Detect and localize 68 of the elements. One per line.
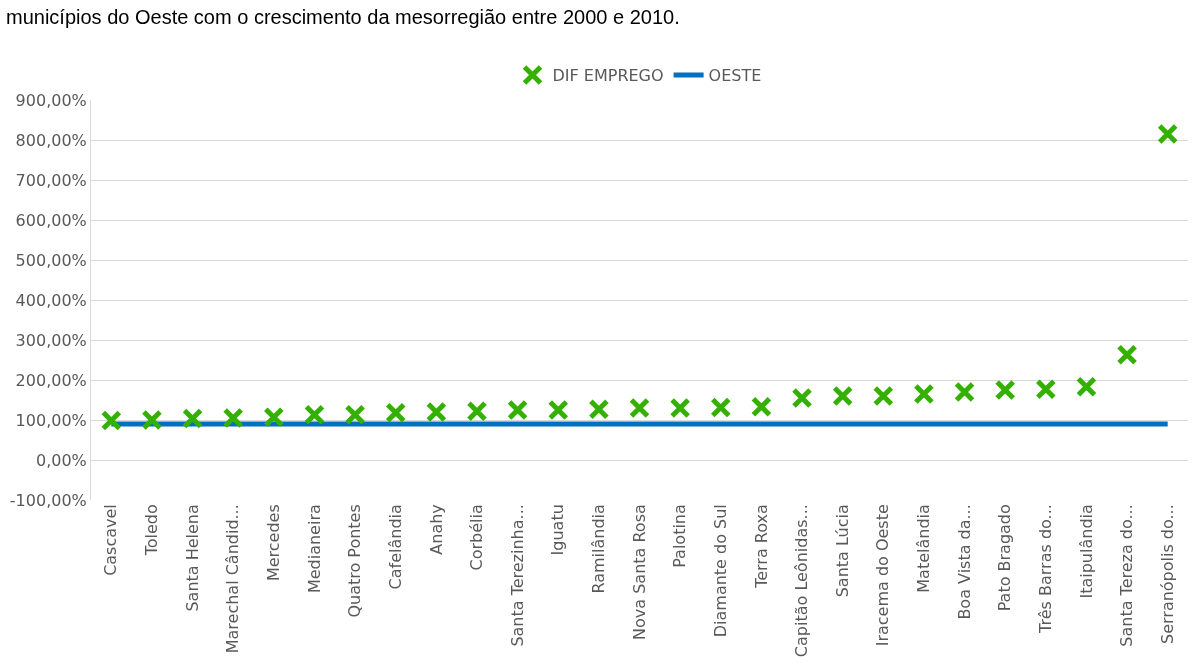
x-tick-label: Medianeira [304,504,324,594]
y-tick-label: 200,00% [15,370,87,390]
x-tick-label: Três Barras do... [1036,504,1055,634]
x-tick-label: Anahy [426,504,446,555]
point [466,400,488,422]
x-tick-label: Santa Lúcia [832,504,852,598]
point [1035,378,1057,400]
point [425,401,447,423]
legend-label: DIF EMPREGO [552,66,664,86]
x-tick-label: Serranópolis do... [1157,504,1177,644]
y-tick-label: 700,00% [15,170,87,190]
legend-label: OESTE [708,66,762,86]
y-tick-label: 600,00% [15,210,87,230]
point [1075,376,1097,398]
x-tick-label: Diamante do Sul [710,504,730,638]
x-tick-label: Pato Bragado [995,504,1015,612]
x-tick-label: Cafelândia [385,504,405,590]
point [832,385,854,407]
x-tick-label: Ramilândia [589,504,609,594]
point [1157,123,1179,145]
x-tick-label: Itaipulândia [1076,504,1096,599]
point [222,407,244,429]
point [141,409,163,431]
y-tick-label: 500,00% [15,250,87,270]
x-tick-label: Nova Santa Rosa [629,504,649,640]
point [954,381,976,403]
point [872,385,894,407]
y-tick-label: 900,00% [15,90,87,110]
point [710,397,732,419]
point [588,398,610,420]
y-tick-label: -100,00% [9,490,87,510]
x-tick-label: Palotina [670,504,690,568]
point [263,406,285,428]
y-tick-label: 100,00% [15,410,87,430]
x-tick-label: Quatro Pontes [345,504,365,618]
y-tick-label: 400,00% [15,290,87,310]
point [994,379,1016,401]
point [344,404,366,426]
point [750,396,772,418]
y-tick-label: 800,00% [15,130,87,150]
chart-title: municípios do Oeste com o crescimento da mesorregião entre 2000 e 2010. [6,6,680,29]
point [791,387,813,409]
y-tick-label: 300,00% [15,330,87,350]
x-tick-label: Iguatu [548,504,568,556]
point [1116,344,1138,366]
x-tick-label: Corbélia [467,504,487,571]
point [507,399,529,421]
point [669,397,691,419]
x-tick-label: Marechal Cândid... [223,504,243,654]
point [100,409,122,431]
x-tick-label: Terra Roxa [751,504,771,589]
x-tick-label: Mercedes [264,504,284,582]
x-tick-label: Capitão Leônidas... [792,504,812,658]
x-tick-label: Cascavel [101,504,121,576]
point [629,397,650,419]
point [913,383,935,405]
point [547,399,569,421]
x-tick-label: Matelândia [914,504,934,593]
x-tick-label: Toledo [142,504,162,557]
x-tick-label: Santa Tereza do... [1117,504,1137,647]
x-tick-label: Boa Vista da... [954,504,974,620]
x-tick-label: Iracema do Oeste [873,504,893,647]
x-tick-label: Santa Terezinha... [507,504,527,647]
x-tick-label: Santa Helena [182,504,202,612]
point [182,407,204,429]
y-tick-label: 0,00% [35,450,87,470]
point [385,402,407,424]
point [303,404,325,426]
